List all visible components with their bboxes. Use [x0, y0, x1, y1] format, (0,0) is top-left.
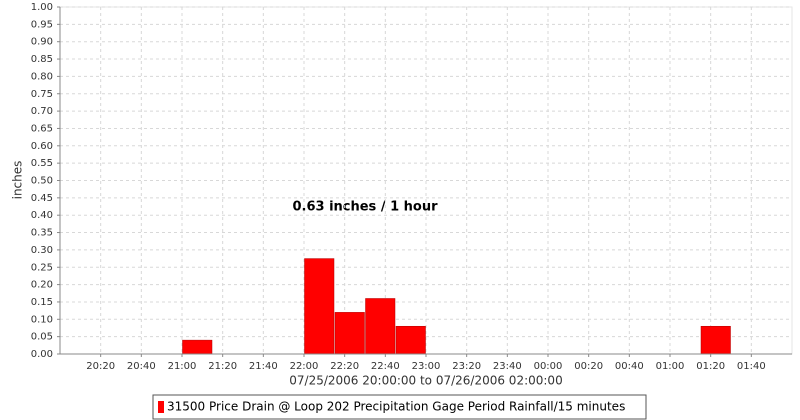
- y-tick-label: 0.95: [31, 19, 53, 30]
- y-tick-label: 0.85: [31, 54, 53, 65]
- y-tick-label: 0.60: [31, 141, 53, 152]
- x-tick-label: 23:00: [412, 361, 441, 372]
- x-tick-label: 00:20: [574, 361, 603, 372]
- x-axis-label: 07/25/2006 20:00:00 to 07/26/2006 02:00:…: [289, 374, 562, 388]
- annotation: 0.63 inches / 1 hour: [292, 200, 438, 215]
- y-tick-label: 0.00: [31, 349, 53, 360]
- y-tick-label: 0.40: [31, 210, 53, 221]
- x-tick-label: 21:20: [208, 361, 237, 372]
- y-tick-label: 0.20: [31, 280, 53, 291]
- y-tick-label: 0.30: [31, 245, 53, 256]
- x-tick-label: 00:40: [615, 361, 644, 372]
- x-tick-label: 23:40: [493, 361, 522, 372]
- x-tick-label: 01:20: [696, 361, 725, 372]
- bar: [304, 258, 335, 355]
- y-tick-label: 0.65: [31, 123, 53, 134]
- y-tick-label: 0.50: [31, 176, 53, 187]
- y-tick-label: 0.55: [31, 158, 53, 169]
- x-tick-label: 21:00: [168, 361, 197, 372]
- legend-label: 31500 Price Drain @ Loop 202 Precipitati…: [167, 400, 625, 414]
- x-tick-label: 20:20: [86, 361, 115, 372]
- x-tick-label: 22:20: [330, 361, 359, 372]
- bar: [334, 312, 365, 355]
- y-tick-label: 0.75: [31, 89, 53, 100]
- y-tick-label: 0.10: [31, 314, 53, 325]
- legend: [152, 394, 647, 420]
- x-tick-label: 20:40: [127, 361, 156, 372]
- bar: [700, 325, 731, 355]
- y-tick-label: 1.00: [31, 2, 53, 13]
- legend-swatch: [158, 401, 164, 413]
- y-tick-label: 0.70: [31, 106, 53, 117]
- y-tick-label: 0.25: [31, 262, 53, 273]
- x-tick-label: 01:00: [656, 361, 685, 372]
- x-tick-label: 21:40: [249, 361, 278, 372]
- bar: [182, 339, 213, 355]
- x-tick-label: 22:00: [290, 361, 319, 372]
- x-tick-label: 23:20: [452, 361, 481, 372]
- y-axis-label: inches: [11, 161, 25, 200]
- bar: [395, 325, 426, 355]
- bar: [365, 298, 396, 355]
- y-tick-label: 0.45: [31, 193, 53, 204]
- x-tick-label: 22:40: [371, 361, 400, 372]
- y-tick-label: 0.90: [31, 37, 53, 48]
- y-tick-label: 0.35: [31, 228, 53, 239]
- y-tick-label: 0.05: [31, 332, 53, 343]
- y-tick-label: 0.15: [31, 297, 53, 308]
- x-tick-label: 01:40: [737, 361, 766, 372]
- x-tick-label: 00:00: [534, 361, 563, 372]
- y-tick-label: 0.80: [31, 71, 53, 82]
